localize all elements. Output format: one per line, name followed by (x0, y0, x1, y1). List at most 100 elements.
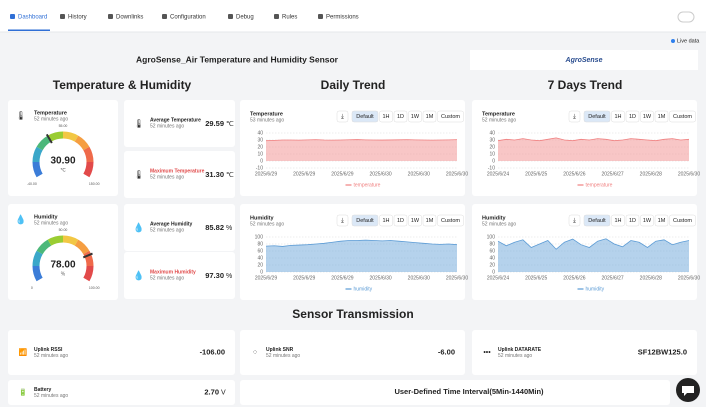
x-tick-label: 2025/6/29 (293, 171, 315, 177)
transmission-icon: ••• (483, 349, 491, 356)
button-label: 1D (629, 114, 636, 120)
x-tick-label: 2025/6/26 (563, 171, 585, 177)
y-tick-label: 80 (257, 241, 263, 247)
x-tick-label: 2025/6/29 (293, 275, 315, 281)
nav-tab[interactable]: Dashboard (8, 14, 50, 31)
nav-tab[interactable]: History (60, 14, 87, 21)
range-button[interactable]: Default (351, 214, 379, 227)
range-button[interactable]: 1M (422, 214, 437, 227)
range-button[interactable]: Custom (669, 214, 696, 227)
range-button[interactable]: 1D (393, 110, 408, 123)
download-button[interactable] (568, 110, 581, 123)
button-bg (437, 214, 464, 227)
gauge-scale-label: -40.00 (27, 182, 37, 186)
stat-label: Maximum Temperature (150, 168, 205, 174)
gauge-arc (83, 146, 94, 163)
range-button[interactable]: Default (583, 110, 611, 123)
logo-box (470, 50, 698, 70)
nav-tab[interactable]: Downlinks (108, 14, 143, 21)
range-button[interactable]: 1M (422, 110, 437, 123)
button-bg (583, 110, 611, 123)
button-bg (408, 214, 422, 227)
section-title: 7 Days Trend (548, 78, 623, 92)
button-label: 1H (382, 218, 389, 224)
x-tick-label: 2025/6/29 (331, 275, 353, 281)
tab-icon (10, 14, 15, 19)
range-button[interactable]: Default (583, 214, 611, 227)
x-tick-label: 2025/6/30 (678, 171, 700, 177)
download-button[interactable] (568, 214, 581, 227)
chart-title: Humidity (250, 215, 274, 221)
button-bg (351, 214, 379, 227)
range-button[interactable]: 1M (654, 214, 669, 227)
y-tick-label: 10 (489, 151, 495, 157)
range-button[interactable]: 1W (640, 214, 654, 227)
range-button[interactable]: 1W (408, 214, 422, 227)
button-label: 1D (397, 114, 404, 120)
download-button[interactable] (336, 110, 349, 123)
range-button[interactable]: 1D (625, 214, 640, 227)
range-button[interactable]: Custom (437, 110, 464, 123)
download-icon: ⤓ (341, 113, 344, 120)
gauge-time: 52 minutes ago (34, 116, 68, 122)
range-button[interactable]: 1D (625, 110, 640, 123)
nav-bar (0, 0, 706, 32)
range-button[interactable]: Custom (437, 214, 464, 227)
card (8, 330, 235, 375)
download-button[interactable] (336, 214, 349, 227)
nav-tab[interactable]: Rules (274, 14, 297, 21)
nav-tab[interactable]: Debug (228, 14, 254, 21)
range-button[interactable]: 1M (654, 110, 669, 123)
y-tick-label: 40 (489, 130, 495, 136)
button-label: 1M (658, 114, 666, 120)
live-dot (671, 39, 675, 43)
transmission-icon: ⁘ (252, 349, 258, 356)
area-fill (266, 240, 457, 272)
interval-label: User-Defined Time Interval(5Min-1440Min) (394, 387, 544, 396)
gauge-pointer (82, 252, 93, 259)
logo: AgroSense (565, 57, 603, 64)
range-button[interactable]: 1W (640, 110, 654, 123)
tab-icon (274, 14, 279, 19)
gauge-arc (36, 239, 52, 255)
range-button[interactable]: Default (351, 110, 379, 123)
transmission-label: Uplink RSSI (34, 347, 63, 353)
gauge-scale-label: 100.00 (89, 286, 100, 290)
range-button[interactable]: 1H (379, 110, 393, 123)
card (240, 330, 465, 375)
stat-value: 31.30 (205, 170, 224, 179)
chart-time: 52 minutes ago (250, 221, 284, 227)
nav-tab[interactable]: Permissions (318, 14, 359, 21)
gauge-arc (74, 135, 90, 151)
x-tick-label: 2025/6/25 (525, 275, 547, 281)
range-button[interactable]: 1H (611, 214, 625, 227)
button-label: 1M (426, 218, 434, 224)
chart-time: 52 minutes ago (482, 221, 516, 227)
range-button[interactable]: 1D (393, 214, 408, 227)
stat-time: 52 minutes ago (150, 123, 184, 129)
button-bg (625, 110, 640, 123)
range-button[interactable]: 1H (379, 214, 393, 227)
button-bg (611, 214, 625, 227)
legend-label: temperature (354, 182, 381, 188)
nav-tab[interactable]: Configuration (162, 14, 206, 21)
tab-label: Configuration (170, 15, 206, 21)
tab-underline (8, 29, 50, 31)
gauge-arc (47, 235, 64, 246)
button-label: Default (588, 114, 606, 120)
range-button[interactable]: 1W (408, 110, 422, 123)
tab-icon (318, 14, 323, 19)
tab-icon (108, 14, 113, 19)
gauge-icon: 🌡 (15, 110, 26, 120)
stat-unit: % (226, 273, 232, 280)
button-bg (654, 110, 669, 123)
range-button[interactable]: 1H (611, 110, 625, 123)
card (124, 100, 235, 147)
button-label: 1D (397, 218, 404, 224)
x-tick-label: 2025/6/29 (255, 171, 277, 177)
button-bg (422, 110, 437, 123)
tab-label: Rules (282, 15, 297, 21)
theme-toggle[interactable] (677, 11, 695, 23)
button-label: 1H (614, 218, 621, 224)
range-button[interactable]: Custom (669, 110, 696, 123)
